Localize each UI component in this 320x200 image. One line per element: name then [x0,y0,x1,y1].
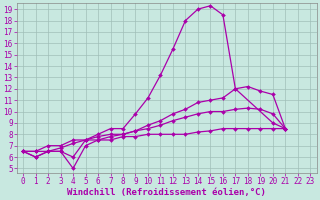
X-axis label: Windchill (Refroidissement éolien,°C): Windchill (Refroidissement éolien,°C) [67,188,266,197]
